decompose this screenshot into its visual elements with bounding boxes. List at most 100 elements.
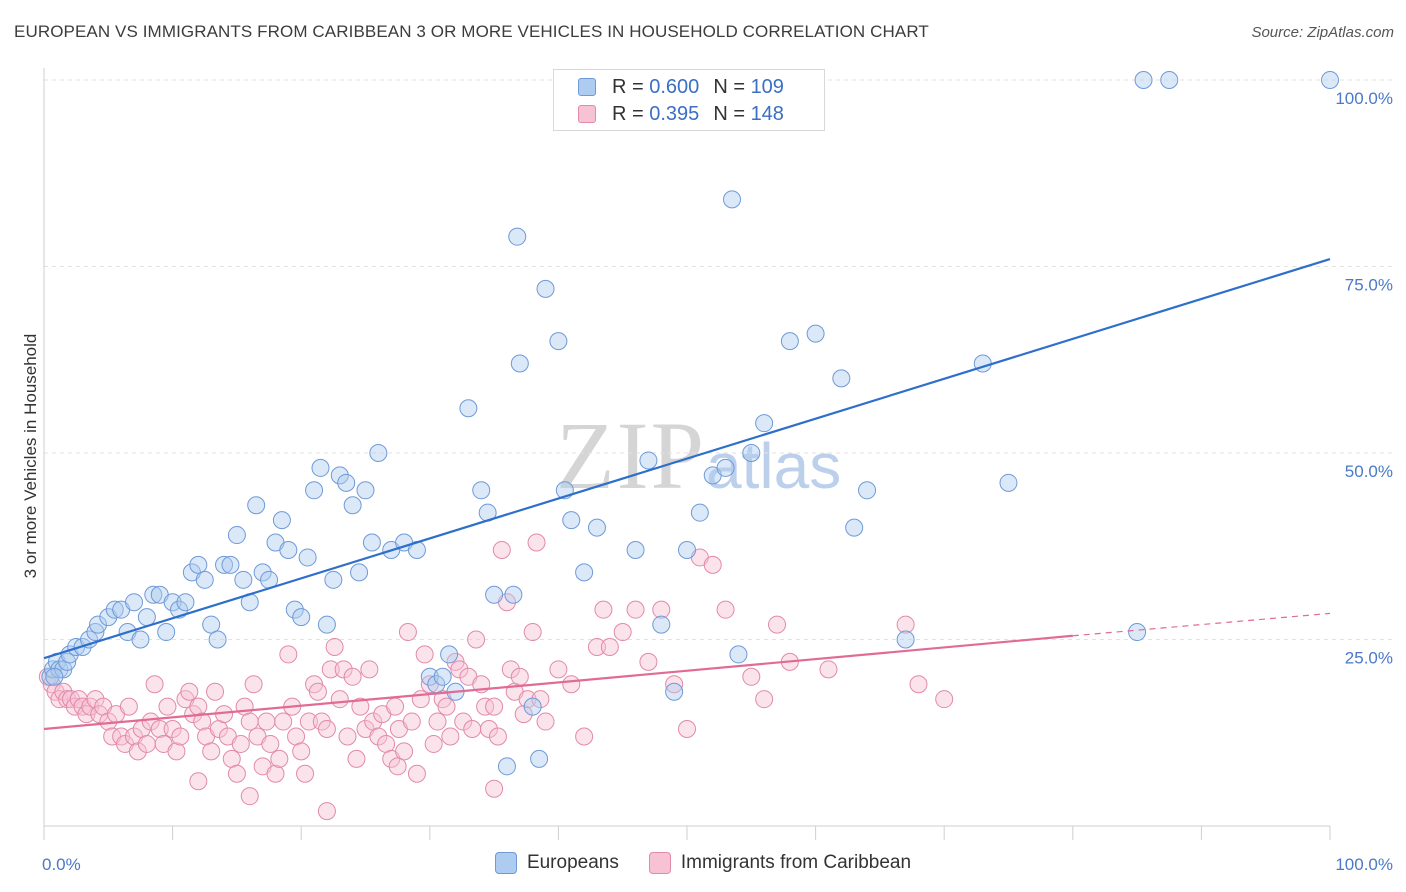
caribbean-point [536, 712, 555, 731]
european-point [716, 458, 735, 477]
series-swatch-caribbean [648, 852, 671, 874]
european-point [369, 444, 388, 462]
european-point [459, 399, 478, 418]
grid-lines [44, 79, 1394, 640]
caribbean-point [755, 690, 774, 709]
european-point [523, 697, 542, 716]
caribbean-point [202, 742, 221, 761]
caribbean-point [488, 727, 507, 746]
caribbean-point [575, 727, 594, 746]
caribbean-point [613, 623, 632, 642]
european-point [587, 518, 606, 537]
y-tick-labels: 25.0% 50.0% 75.0% 100.0% [1335, 89, 1393, 668]
european-point [504, 585, 523, 604]
european-point [144, 585, 163, 604]
caribbean-point [386, 697, 405, 716]
european-point [1134, 71, 1153, 89]
european-point [253, 563, 272, 582]
european-point [298, 548, 317, 567]
caribbean-point [287, 727, 306, 746]
caribbean-point [562, 675, 581, 694]
correlation-legend: R = 0.600 N = 109 R = 0.395 N = 148 [553, 69, 825, 131]
caribbean-point [325, 637, 344, 656]
y-tick-label: 75.0% [1345, 276, 1393, 295]
y-axis-label: 3 or more Vehicles in Household [21, 334, 40, 579]
european-point [440, 645, 459, 664]
caribbean-point [523, 623, 542, 642]
european-point [472, 481, 491, 500]
caribbean-point [279, 645, 298, 664]
caribbean-point [549, 660, 568, 679]
european-point [202, 615, 221, 634]
caribbean-point [206, 682, 225, 701]
legend-r-value: 0.600 [649, 75, 700, 98]
caribbean-point [454, 712, 473, 731]
series-label-caribbean: Immigrants from Caribbean [680, 852, 912, 873]
caribbean-point [479, 720, 498, 739]
european-point [105, 600, 124, 619]
caribbean-point [180, 682, 199, 701]
series-swatch-europeans [494, 852, 517, 874]
caribbean-point [296, 764, 315, 783]
caribbean-point [189, 697, 208, 716]
caribbean-point [768, 615, 787, 634]
caribbean-point [485, 697, 504, 716]
y-tick-label: 50.0% [1345, 462, 1393, 481]
european-point [575, 563, 594, 582]
caribbean-point [501, 660, 520, 679]
caribbean-point [244, 675, 263, 694]
caribbean-point [527, 533, 546, 552]
legend-n-label: N = [713, 102, 745, 125]
caribbean-point [678, 720, 696, 739]
series-legend-europeans: Europeans [494, 852, 619, 874]
caribbean-point [742, 667, 761, 686]
caribbean-point [935, 690, 954, 709]
caribbean-point [395, 742, 414, 761]
european-point [311, 458, 330, 477]
caribbean-point [587, 637, 606, 656]
european-point [562, 511, 581, 530]
x-tick-label-min: 0.0% [42, 855, 81, 874]
caribbean-point [141, 712, 160, 731]
caribbean-point [189, 772, 208, 791]
european-trend-line [43, 257, 1331, 660]
european-point [626, 540, 645, 559]
european-point [832, 369, 851, 388]
caribbean-point [402, 712, 421, 731]
european-point [755, 414, 774, 433]
caribbean-point [909, 675, 928, 694]
trend-lines [43, 257, 1331, 731]
european-point [999, 473, 1018, 492]
european-point [189, 555, 208, 574]
european-point [806, 324, 825, 343]
european-point [1160, 71, 1179, 89]
european-point [510, 354, 529, 373]
caribbean-trend-extension [1072, 612, 1331, 637]
caribbean-point [485, 779, 504, 798]
caribbean-point [514, 705, 533, 724]
european-point [723, 190, 742, 209]
caribbean-point [415, 645, 434, 664]
caribbean-point [377, 734, 396, 753]
european-point [195, 570, 214, 589]
caribbean-point [703, 555, 722, 574]
caribbean-point [150, 720, 169, 739]
european-point [279, 540, 298, 559]
european-point [137, 608, 156, 627]
caribbean-point [334, 660, 353, 679]
european-point [639, 451, 658, 470]
caribbean-point [407, 764, 426, 783]
caribbean-point [428, 712, 447, 731]
caribbean-point [424, 734, 443, 753]
source-credit: Source: ZipAtlas.com [1251, 24, 1394, 41]
european-point [221, 555, 240, 574]
european-point [305, 481, 324, 500]
legend-n-value: 148 [750, 102, 784, 125]
caribbean-point [317, 720, 336, 739]
caribbean-point [343, 667, 362, 686]
european-point [208, 630, 227, 649]
caribbean-point [167, 742, 186, 761]
legend-swatch-caribbean [578, 105, 596, 123]
caribbean-point [86, 690, 105, 709]
caribbean-point [330, 690, 349, 709]
